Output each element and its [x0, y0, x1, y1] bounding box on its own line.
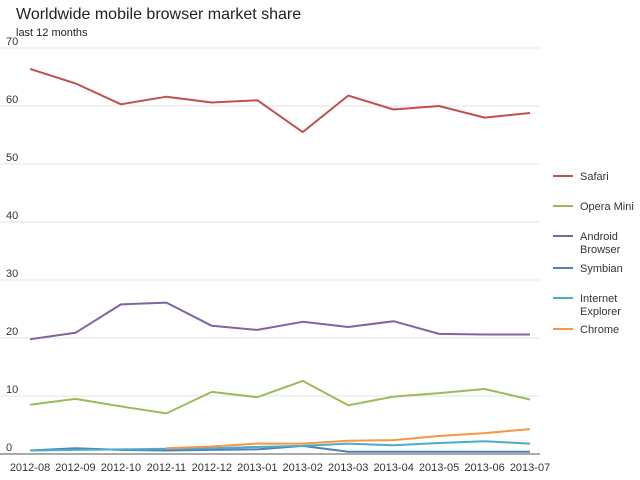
series-line-opera-mini — [29, 379, 531, 415]
chart-subtitle: last 12 months — [16, 27, 88, 39]
legend-label: Safari — [580, 171, 609, 183]
series-line-safari — [29, 67, 531, 134]
y-tick-label: 20 — [6, 326, 18, 338]
gridlines — [0, 47, 540, 455]
x-axis-ticks: 2012-08 2012-09 2012-10 2012-11 2012-12 2013-… — [10, 462, 550, 474]
y-tick-label: 60 — [6, 94, 18, 106]
legend-item-opera-mini: Opera Mini — [553, 201, 634, 213]
x-tick-label: 2013-01 — [237, 462, 277, 474]
y-axis-ticks: 0 10 20 30 40 50 60 70 — [6, 36, 18, 454]
x-tick-label: 2012-08 — [10, 462, 50, 474]
y-tick-label: 0 — [6, 442, 12, 454]
legend-label: Symbian — [580, 263, 623, 275]
x-tick-label: 2013-02 — [283, 462, 323, 474]
chart-title: Worldwide mobile browser market share — [16, 6, 302, 23]
y-tick-label: 50 — [6, 152, 18, 164]
x-tick-label: 2012-11 — [147, 462, 187, 474]
legend-item-safari: Safari — [553, 171, 609, 183]
legend-label: Android — [580, 231, 618, 243]
x-tick-label: 2013-07 — [510, 462, 550, 474]
legend-label: Explorer — [580, 306, 621, 318]
legend-item-symbian: Symbian — [553, 263, 623, 275]
legend-label: Internet — [580, 293, 617, 305]
legend-label: Browser — [580, 244, 621, 256]
legend-item-chrome: Chrome — [553, 324, 619, 336]
y-tick-label: 70 — [6, 36, 18, 48]
x-tick-label: 2013-06 — [464, 462, 504, 474]
legend-label: Opera Mini — [580, 201, 634, 213]
x-tick-label: 2012-12 — [192, 462, 232, 474]
series-lines — [29, 67, 531, 453]
y-tick-label: 40 — [6, 210, 18, 222]
series-line-android-browser — [29, 301, 530, 341]
y-tick-label: 10 — [6, 384, 18, 396]
legend-label: Chrome — [580, 324, 619, 336]
x-tick-label: 2013-03 — [328, 462, 368, 474]
x-tick-label: 2012-09 — [55, 462, 95, 474]
series-line-chrome — [166, 428, 531, 450]
y-tick-label: 30 — [6, 268, 18, 280]
x-tick-label: 2012-10 — [101, 462, 141, 474]
x-tick-label: 2013-04 — [373, 462, 413, 474]
series-line-internet-explorer — [29, 440, 531, 452]
x-tick-label: 2013-05 — [419, 462, 459, 474]
